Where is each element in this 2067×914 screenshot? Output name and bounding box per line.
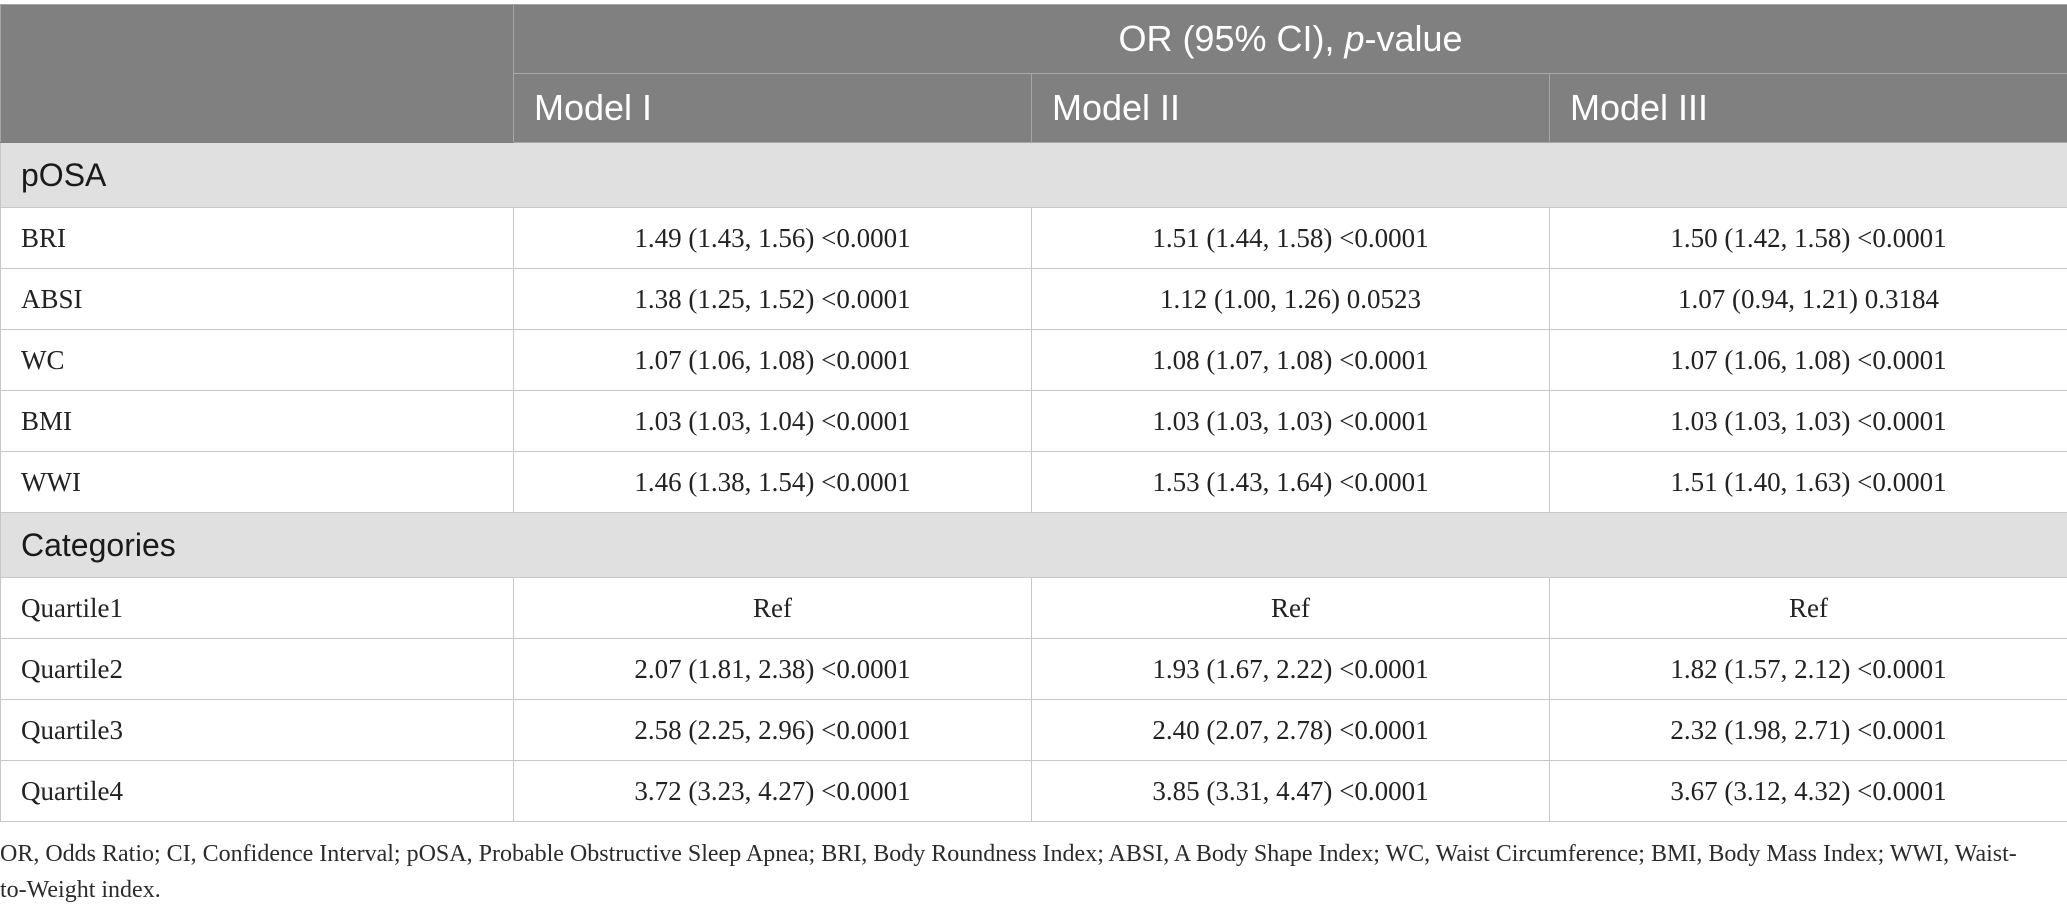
cell-model-2: 1.93 (1.67, 2.22) <0.0001 [1031,638,1550,700]
cell-model-1: 1.07 (1.06, 1.08) <0.0001 [513,329,1032,391]
row-label: WC [0,329,514,391]
cell-model-3: 2.32 (1.98, 2.71) <0.0001 [1548,699,2067,761]
cell-model-1: 1.38 (1.25, 1.52) <0.0001 [513,268,1032,330]
cell-model-3: 3.67 (3.12, 4.32) <0.0001 [1548,760,2067,822]
cell-model-2: 3.85 (3.31, 4.47) <0.0001 [1031,760,1550,822]
header-corner-cell [0,4,514,143]
section-row-categories: Categories [0,512,2067,578]
cell-model-2: 1.12 (1.00, 1.26) 0.0523 [1031,268,1550,330]
cell-model-2: 1.03 (1.03, 1.03) <0.0001 [1031,390,1550,452]
row-label: Quartile2 [0,638,514,700]
table-row: Quartile2 2.07 (1.81, 2.38) <0.0001 1.93… [0,638,2067,700]
section-title: Categories [0,512,2067,578]
row-label: WWI [0,451,514,513]
cell-model-1: Ref [513,577,1032,639]
table-row: Quartile4 3.72 (3.23, 4.27) <0.0001 3.85… [0,760,2067,822]
header-row-group: OR (95% CI), p-value [0,4,2067,143]
table-row: BRI 1.49 (1.43, 1.56) <0.0001 1.51 (1.44… [0,207,2067,269]
row-label: Quartile1 [0,577,514,639]
table-row: WC 1.07 (1.06, 1.08) <0.0001 1.08 (1.07,… [0,329,2067,391]
table-body: pOSA BRI 1.49 (1.43, 1.56) <0.0001 1.51 … [0,142,2067,822]
group-label-pre: OR (95% CI), [1118,18,1345,59]
cell-model-1: 1.49 (1.43, 1.56) <0.0001 [513,207,1032,269]
cell-model-3: 1.50 (1.42, 1.58) <0.0001 [1548,207,2067,269]
cell-model-3: 1.82 (1.57, 2.12) <0.0001 [1548,638,2067,700]
cell-model-2: 1.53 (1.43, 1.64) <0.0001 [1031,451,1550,513]
header-model-1: Model I [513,73,1032,143]
table-header: OR (95% CI), p-value Model I Model II Mo… [0,4,2067,143]
odds-ratio-table: OR (95% CI), p-value Model I Model II Mo… [0,4,2067,822]
cell-model-2: Ref [1031,577,1550,639]
header-model-2: Model II [1031,73,1550,143]
table-row: Quartile3 2.58 (2.25, 2.96) <0.0001 2.40… [0,699,2067,761]
table-footnote: OR, Odds Ratio; CI, Confidence Interval;… [0,841,2017,903]
cell-model-3: 1.07 (1.06, 1.08) <0.0001 [1548,329,2067,391]
header-model-3: Model III [1548,73,2067,143]
cell-model-2: 1.51 (1.44, 1.58) <0.0001 [1031,207,1550,269]
cell-model-3: 1.51 (1.40, 1.63) <0.0001 [1548,451,2067,513]
cell-model-1: 1.03 (1.03, 1.04) <0.0001 [513,390,1032,452]
cell-model-3: 1.03 (1.03, 1.03) <0.0001 [1548,390,2067,452]
row-label: Quartile3 [0,699,514,761]
table-row: ABSI 1.38 (1.25, 1.52) <0.0001 1.12 (1.0… [0,268,2067,330]
cell-model-1: 2.07 (1.81, 2.38) <0.0001 [513,638,1032,700]
cell-model-3: 1.07 (0.94, 1.21) 0.3184 [1548,268,2067,330]
table-container: OR (95% CI), p-value Model I Model II Mo… [0,4,2067,822]
cell-model-2: 2.40 (2.07, 2.78) <0.0001 [1031,699,1550,761]
cell-model-3: Ref [1548,577,2067,639]
cell-model-1: 3.72 (3.23, 4.27) <0.0001 [513,760,1032,822]
section-title: pOSA [0,142,2067,208]
cell-model-1: 1.46 (1.38, 1.54) <0.0001 [513,451,1032,513]
table-row: BMI 1.03 (1.03, 1.04) <0.0001 1.03 (1.03… [0,390,2067,452]
table-row: Quartile1 Ref Ref Ref [0,577,2067,639]
group-label-post: -value [1364,18,1463,59]
cell-model-2: 1.08 (1.07, 1.08) <0.0001 [1031,329,1550,391]
row-label: ABSI [0,268,514,330]
group-label-p-italic: p [1344,18,1365,59]
header-group-label: OR (95% CI), p-value [512,4,2067,74]
header-row-models: Model I Model II Model III [1,73,2067,143]
section-row-posa: pOSA [0,142,2067,208]
row-label: BRI [0,207,514,269]
row-label: Quartile4 [0,760,514,822]
row-label: BMI [0,390,514,452]
cell-model-1: 2.58 (2.25, 2.96) <0.0001 [513,699,1032,761]
table-row: WWI 1.46 (1.38, 1.54) <0.0001 1.53 (1.43… [0,451,2067,513]
